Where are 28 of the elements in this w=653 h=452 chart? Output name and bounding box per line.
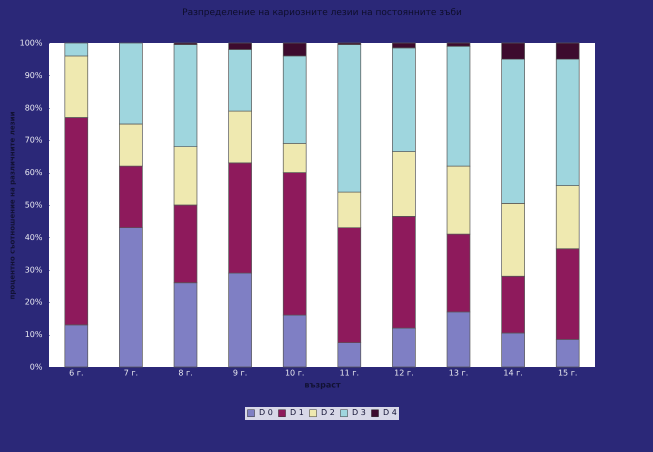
x-tick-label: 15 г.	[558, 368, 578, 378]
legend-label: D 1	[290, 408, 304, 418]
x-tick-label: 14 г.	[503, 368, 523, 378]
x-tick-label: 9 г.	[232, 368, 248, 378]
x-tick-label: 12 г.	[394, 368, 414, 378]
legend-label: D 0	[259, 408, 273, 418]
chart-title: Разпределение на кариозните лезии на постоянните зъби	[182, 8, 462, 18]
y-tick-label: 100%	[20, 38, 43, 48]
x-tick-label: 13 г.	[448, 368, 468, 378]
y-tick-label: 0%	[30, 362, 43, 372]
y-tick-label: 20%	[24, 298, 43, 307]
y-tick-label: 80%	[24, 103, 43, 112]
legend-label: D 4	[383, 408, 397, 418]
y-tick-label: 30%	[24, 265, 43, 274]
x-tick-label: 10 г.	[284, 368, 304, 378]
x-axis-title: възраст	[304, 380, 341, 390]
y-tick-label: 40%	[24, 232, 43, 242]
x-tick-label: 8 г.	[178, 368, 193, 378]
x-tick-label: 11 г.	[340, 368, 360, 378]
y-tick-label: 60%	[24, 168, 43, 178]
x-tick-label: 6 г.	[69, 368, 84, 378]
y-tick-label: 70%	[24, 136, 43, 145]
y-tick-label: 10%	[24, 330, 43, 340]
legend-label: D 2	[321, 408, 335, 418]
y-tick-label: 90%	[24, 70, 43, 80]
x-tick-label: 7 г.	[124, 368, 138, 378]
legend-label: D 3	[352, 408, 366, 418]
y-tick-label: 50%	[24, 200, 43, 210]
